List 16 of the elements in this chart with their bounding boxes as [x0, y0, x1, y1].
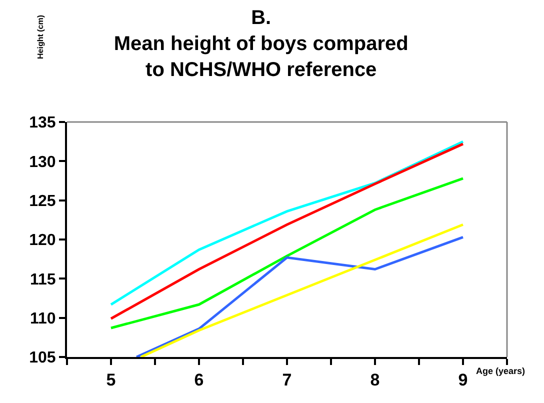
x-tick-label: 5	[106, 370, 116, 390]
text: Height (cm)	[36, 14, 46, 59]
line-series	[110, 177, 464, 330]
x-axis-title: Age (years)	[476, 366, 526, 376]
x-tick-label: 7	[282, 370, 292, 390]
chart-title: B. Mean height of boys compared to NCHS/WHO reference	[114, 7, 408, 82]
y-tick-label: 115	[30, 271, 56, 288]
y-tick-label: 105	[29, 350, 56, 367]
y-tick-label: 130	[29, 154, 56, 171]
x-tick-label: 9	[458, 370, 468, 390]
y-tick-label: 110	[30, 310, 56, 328]
y-tick-label: 125	[29, 192, 56, 210]
x-tick-label: 8	[370, 370, 380, 390]
x-tick-label: 6	[194, 370, 204, 390]
y-tick-label: 120	[29, 232, 56, 250]
y-tick-label: 135	[29, 114, 56, 132]
